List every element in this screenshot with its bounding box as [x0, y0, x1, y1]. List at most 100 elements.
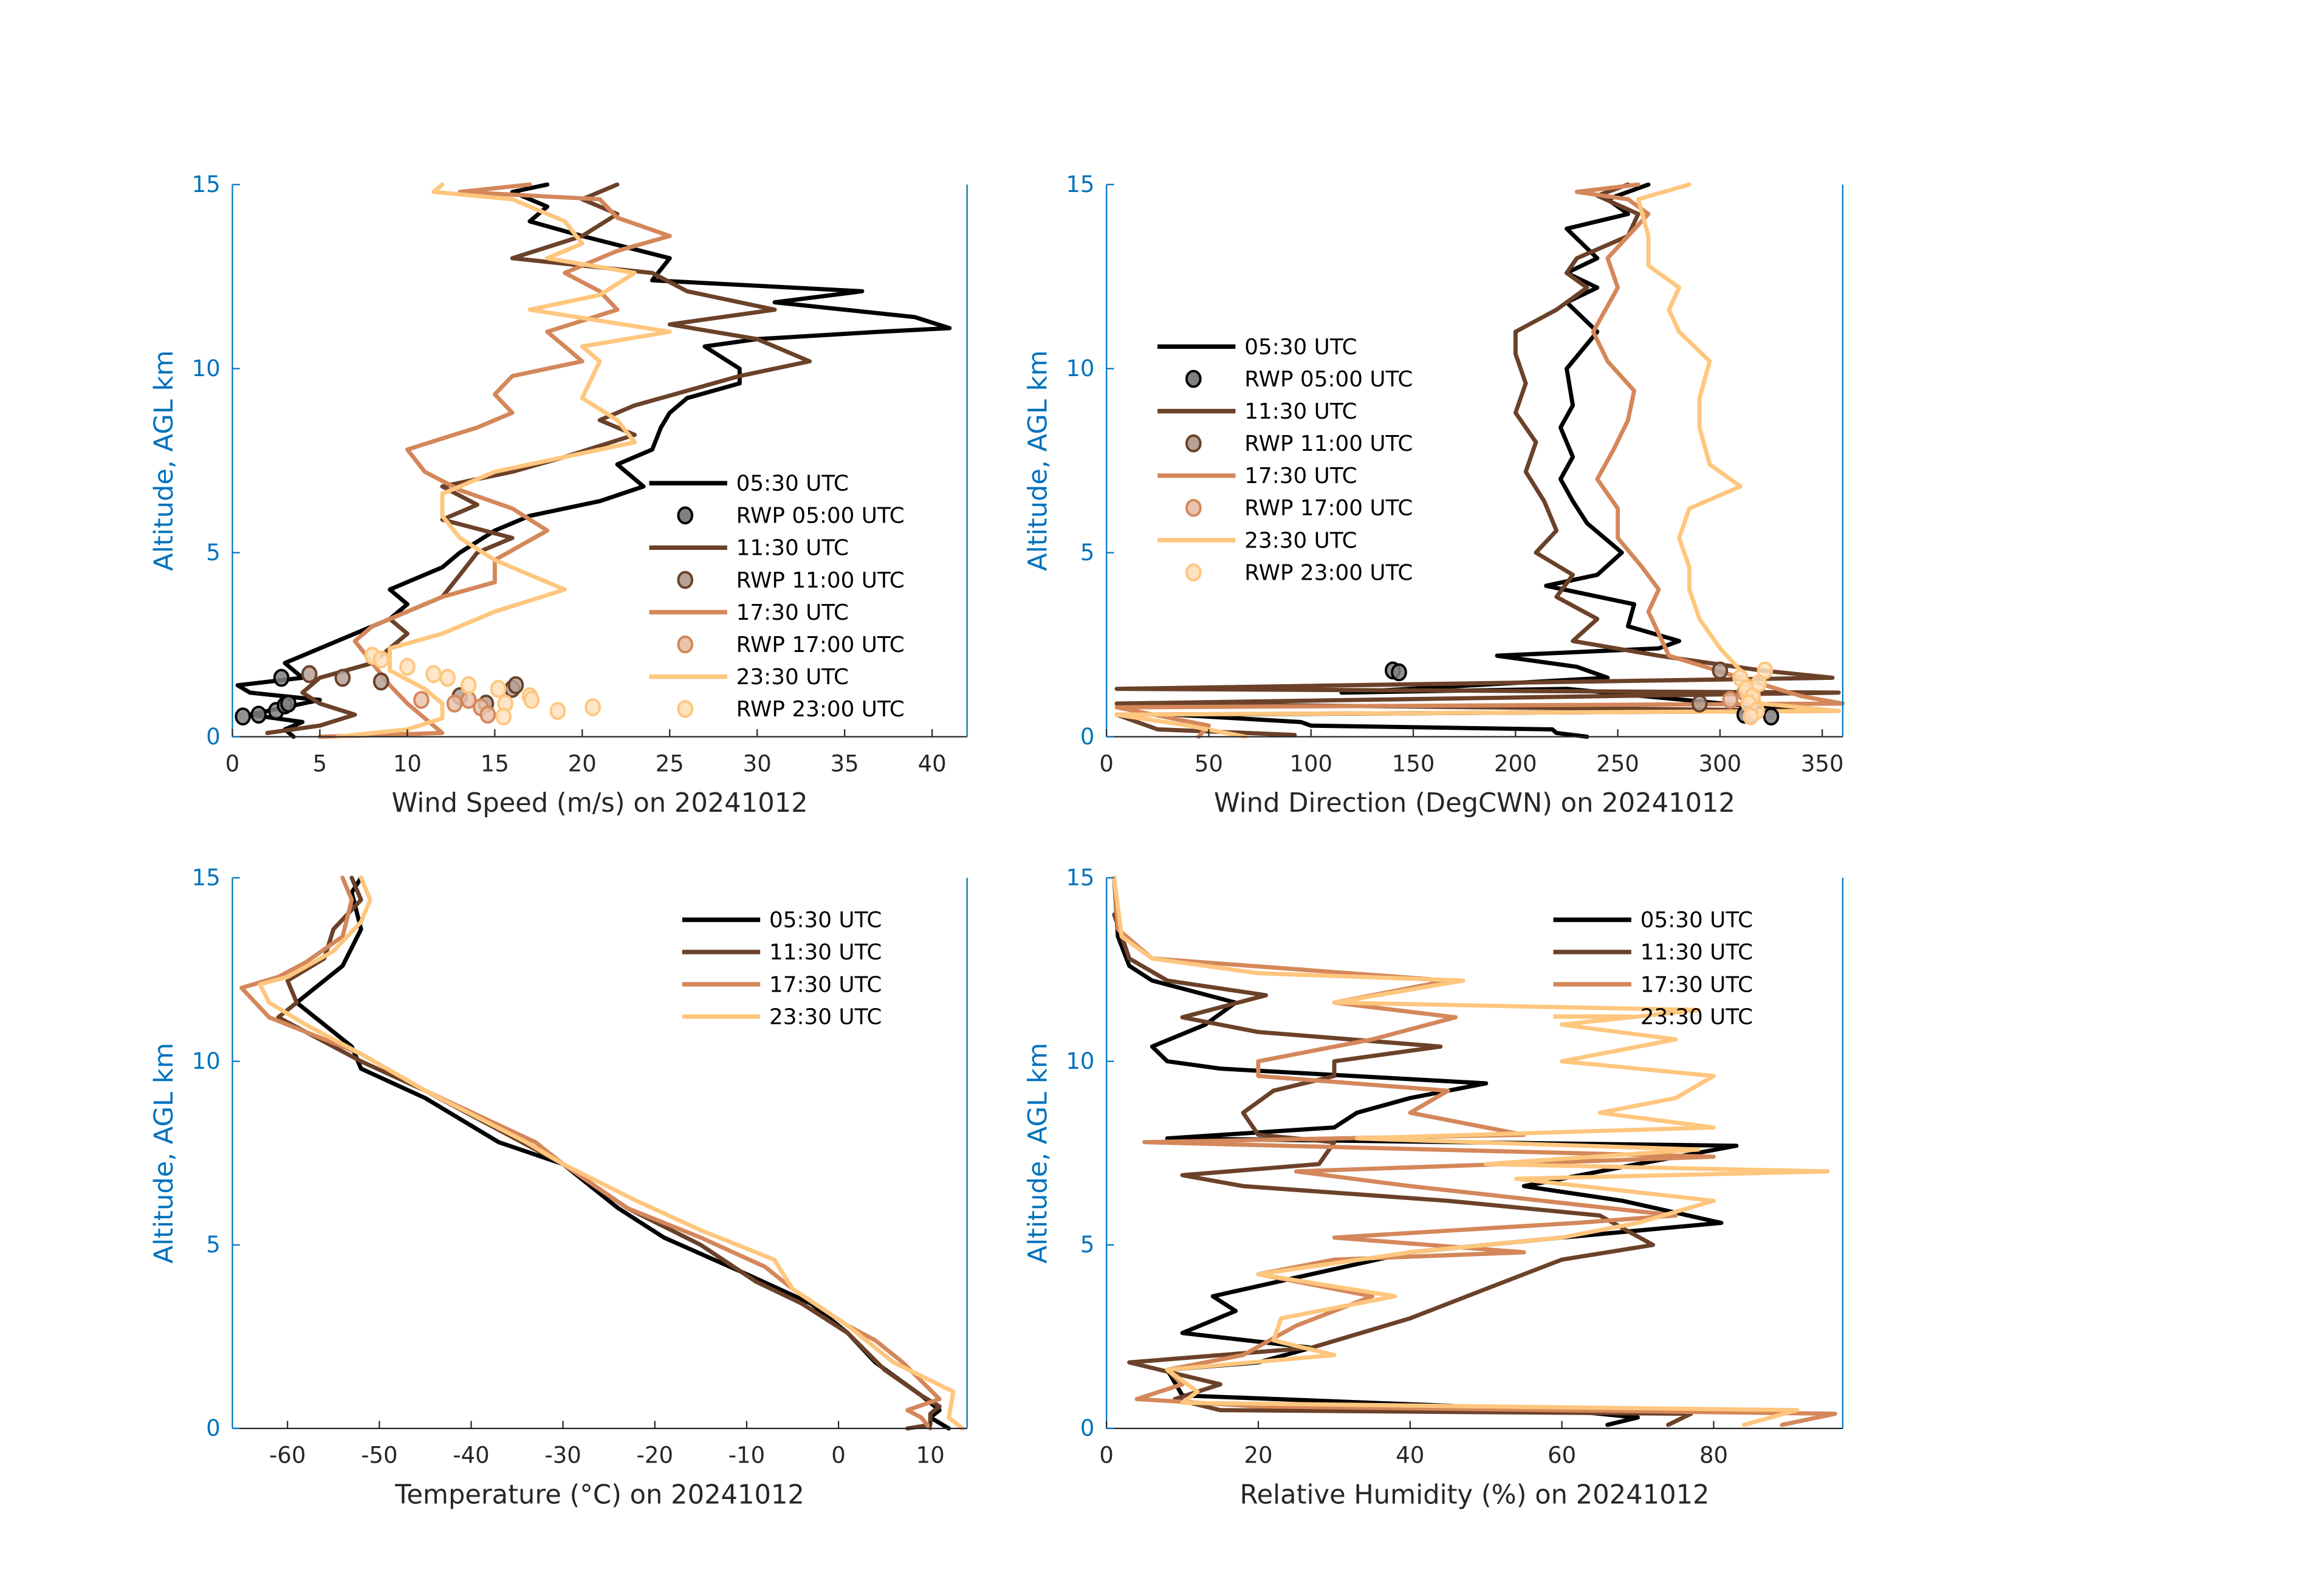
legend-entry: RWP 23:00 UTC: [736, 697, 905, 722]
x-tick-label: 20: [568, 750, 597, 777]
x-tick-label: 250: [1596, 750, 1639, 777]
x-tick-label: 0: [1099, 1442, 1114, 1469]
rwp-marker: [399, 657, 416, 676]
legend-marker: [1185, 369, 1202, 388]
legend-entry: 23:30 UTC: [769, 1004, 882, 1029]
legend-entry: 05:30 UTC: [1244, 335, 1357, 360]
x-tick-label: -40: [453, 1442, 489, 1469]
legend-entry: 11:30 UTC: [769, 940, 882, 965]
rwp-marker: [479, 705, 496, 724]
x-tick-label: 40: [918, 750, 947, 777]
legend-marker: [1185, 434, 1202, 453]
y-tick-label: 5: [1080, 1232, 1095, 1258]
y-tick-label: 0: [206, 1415, 221, 1441]
legend-entry: 23:30 UTC: [1640, 1004, 1753, 1029]
y-tick-label: 5: [206, 1232, 221, 1258]
rwp-marker: [584, 698, 601, 716]
legend-marker: [1185, 563, 1202, 581]
y-axis-label: Altitude, AGL km: [149, 350, 179, 571]
x-tick-label: -60: [269, 1442, 306, 1469]
x-tick-label: 5: [313, 750, 327, 777]
x-axis-label: Wind Direction (DegCWN) on 20241012: [1214, 788, 1735, 818]
rwp-marker: [549, 702, 566, 720]
panel-relative_humidity: 0 20 40 60 80 0 5 10 15 Relative Humidity (%) on …: [1023, 865, 1843, 1510]
x-tick-label: 350: [1801, 750, 1844, 777]
series-line-23-30-utc: [258, 876, 965, 1431]
rwp-marker: [523, 691, 540, 709]
y-tick-label: 15: [1066, 171, 1094, 197]
x-tick-label: 15: [481, 750, 509, 777]
y-tick-label: 10: [1066, 1048, 1094, 1074]
rwp-marker: [460, 676, 477, 695]
x-tick-label: 200: [1494, 750, 1537, 777]
series-line-23-30-utc: [1114, 182, 1841, 739]
x-tick-label: 80: [1699, 1442, 1728, 1469]
panel-wind_speed: 0 5 10 15 20 25 30 35 40 0 5 10 15 Wind Speed (m/s) o…: [149, 171, 968, 818]
x-tick-label: 25: [656, 750, 684, 777]
legend: 05:30 UTC RWP 05:00 UTC 11:30 UTC RWP 11:00…: [649, 471, 905, 722]
x-tick-label: -20: [637, 1442, 673, 1469]
x-axis-label: Wind Speed (m/s) on 20241012: [392, 788, 808, 818]
x-tick-label: -50: [361, 1442, 397, 1469]
rwp-marker: [1712, 661, 1729, 680]
rwp-marker: [1691, 695, 1708, 713]
x-tick-label: 150: [1392, 750, 1435, 777]
rwp-marker: [372, 672, 389, 691]
x-tick-label: 10: [916, 1442, 945, 1469]
legend-marker: [677, 506, 694, 525]
panel-temperature: -60 -50 -40 -30 -20 -10 0 10 0 5 10 15 Temperature (…: [149, 865, 968, 1510]
legend-entry: RWP 23:00 UTC: [1244, 560, 1413, 585]
legend-marker: [677, 635, 694, 654]
x-tick-label: 20: [1244, 1442, 1272, 1469]
rwp-marker: [1750, 674, 1767, 693]
x-tick-label: 0: [225, 750, 240, 777]
legend-entry: 11:30 UTC: [1640, 940, 1753, 965]
rwp-marker: [413, 691, 430, 709]
legend-entry: 23:30 UTC: [1244, 528, 1357, 553]
legend-entry: RWP 17:00 UTC: [736, 633, 905, 657]
x-tick-label: -10: [728, 1442, 765, 1469]
x-tick-label: 0: [831, 1442, 846, 1469]
series-line-05-30-utc: [235, 182, 952, 739]
legend: 05:30 UTC 11:30 UTC 17:30 UTC 23:30 UTC: [1553, 908, 1753, 1029]
x-tick-label: 30: [743, 750, 772, 777]
legend-entry: 17:30 UTC: [1640, 972, 1753, 997]
y-tick-label: 10: [192, 355, 221, 382]
y-tick-label: 15: [1066, 865, 1094, 891]
rwp-marker: [235, 707, 252, 725]
series-line-23-30-utc: [1112, 876, 1830, 1427]
y-tick-label: 0: [1080, 1415, 1095, 1441]
y-tick-label: 0: [206, 724, 221, 750]
y-axis-label: Altitude, AGL km: [1023, 350, 1053, 571]
legend-marker: [677, 699, 694, 718]
rwp-marker: [372, 650, 389, 669]
legend-entry: 05:30 UTC: [736, 471, 849, 496]
rwp-marker: [1743, 707, 1759, 725]
legend-entry: RWP 05:00 UTC: [1244, 367, 1413, 392]
x-axis-label: Relative Humidity (%) on 20241012: [1240, 1480, 1710, 1510]
rwp-marker: [446, 695, 463, 713]
y-tick-label: 5: [206, 540, 221, 566]
rwp-marker: [1763, 707, 1780, 725]
series-line-17-30-utc: [1114, 182, 1845, 739]
legend-entry: 05:30 UTC: [769, 908, 882, 933]
y-tick-label: 0: [1080, 724, 1095, 750]
rwp-marker: [273, 668, 290, 687]
legend-entry: 11:30 UTC: [736, 536, 849, 561]
y-tick-label: 15: [192, 865, 221, 891]
y-tick-label: 5: [1080, 540, 1095, 566]
legend-entry: RWP 11:00 UTC: [1244, 431, 1413, 456]
rwp-marker: [439, 668, 456, 687]
series-line-17-30-utc: [239, 876, 942, 1431]
x-tick-label: 60: [1548, 1442, 1576, 1469]
y-tick-label: 10: [1066, 355, 1094, 382]
legend: 05:30 UTC 11:30 UTC 17:30 UTC 23:30 UTC: [682, 908, 882, 1029]
legend: 05:30 UTC RWP 05:00 UTC 11:30 UTC RWP 11:00…: [1157, 335, 1413, 585]
x-tick-label: 100: [1289, 750, 1332, 777]
series-line-11-30-utc: [1112, 912, 1693, 1427]
series-line-23-30-utc: [335, 182, 672, 739]
legend-entry: RWP 05:00 UTC: [736, 504, 905, 529]
panel-wind_direction: 0 50 100 150 200 250 300 350 0 5 10 15 Wind Directio…: [1023, 171, 1845, 818]
rwp-marker: [280, 695, 296, 713]
